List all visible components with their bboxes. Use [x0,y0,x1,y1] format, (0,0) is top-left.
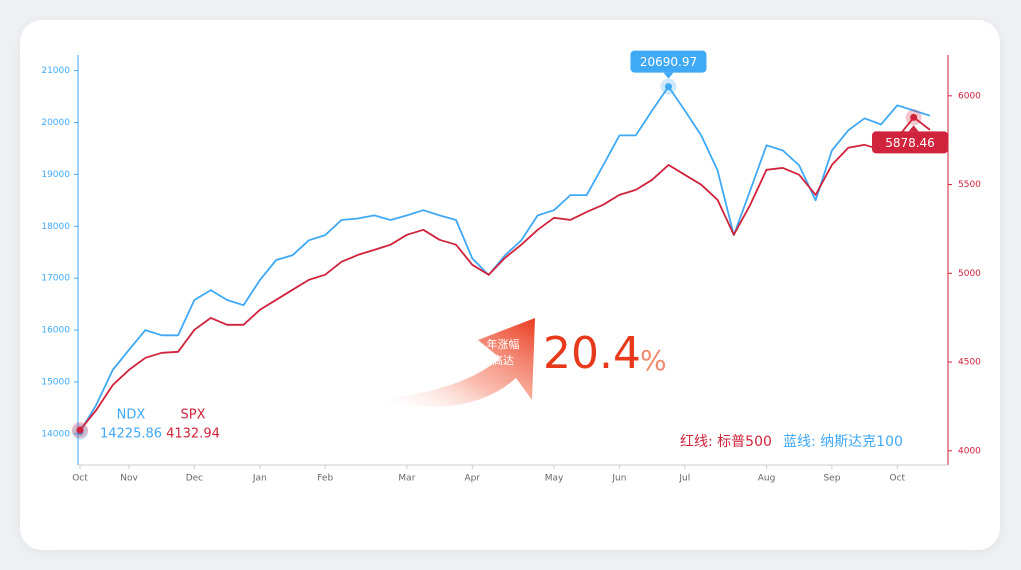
y-tick-label: 20000 [41,118,70,128]
x-tick-label: Feb [317,474,333,484]
callout-pointer [663,72,674,79]
y2-tick-label: 6000 [958,91,981,101]
gain-unit: % [640,344,667,377]
y-tick-label: 15000 [41,377,70,387]
callout-box [630,50,707,73]
y-tick-label: 14000 [41,429,70,439]
x-tick-label: Dec [186,474,203,484]
x-tick-label: Jun [611,474,626,484]
legend-blue: 蓝线: 纳斯达克100 [783,434,903,450]
series-name: SPX [181,408,206,423]
gain-value: 20.4 [543,328,641,379]
callout-dot [664,83,672,91]
growth-arrow [375,318,535,407]
x-tick-label: Jul [678,474,690,484]
x-tick-label: Aug [758,474,776,484]
y-tick-label: 21000 [41,66,70,76]
series-line [79,116,931,431]
legend-red: 红线: 标普500 [680,434,772,450]
card [20,20,1000,550]
y-tick-label: 19000 [41,170,70,180]
series-name: NDX [117,408,146,423]
y2-tick-label: 4500 [958,358,981,368]
x-tick-label: Mar [398,474,415,484]
start-dot [76,426,84,434]
series-line [79,85,931,433]
callout-pointer [908,125,919,132]
callout-label: 5878.46 [885,136,935,150]
x-tick-label: Oct [72,474,88,484]
x-tick-label: Sep [823,474,840,484]
y-tick-label: 18000 [41,222,70,232]
x-tick-label: Nov [120,474,138,484]
y-tick-label: 16000 [41,326,70,336]
x-tick-label: Apr [465,474,481,484]
x-tick-label: Oct [890,474,906,484]
y2-tick-label: 5000 [958,269,981,279]
start-value: 14225.86 [100,427,162,442]
y-tick-label: 17000 [41,274,70,284]
callout-box [872,131,948,154]
x-tick-label: Jan [252,474,267,484]
y2-tick-label: 4000 [958,446,981,456]
annotation-line: 高达 [492,353,514,367]
annotation-line: 年涨幅 [487,337,520,351]
start-value: 4132.94 [166,427,220,442]
x-tick-label: May [545,474,564,484]
callout-label: 20690.97 [640,55,697,69]
callout-dot [910,113,918,121]
y2-tick-label: 5500 [958,180,981,190]
